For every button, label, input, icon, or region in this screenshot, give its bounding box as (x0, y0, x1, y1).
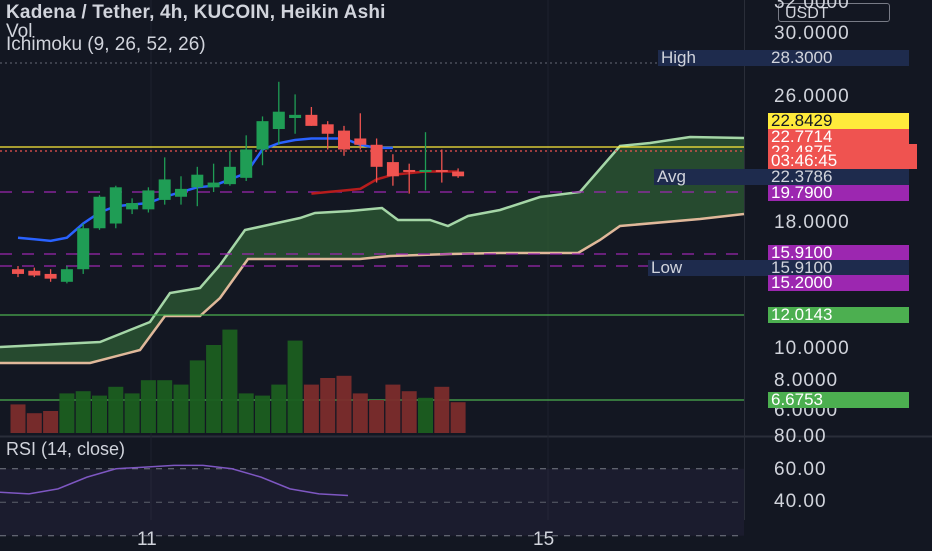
level-tag-12-01: 12.0143 (768, 306, 909, 323)
price-tag-2: 22.7714 (768, 128, 909, 145)
candle-body (126, 203, 139, 210)
volume-bar (255, 395, 270, 433)
volume-bar (157, 380, 173, 433)
volume-bar (124, 393, 140, 433)
time-axis-label: 15 (533, 529, 555, 550)
volume-bar (140, 380, 156, 433)
volume-bar (206, 345, 222, 433)
rsi-axis-label: 40.00 (774, 491, 827, 512)
ichimoku-lines (17, 137, 459, 243)
avg-label-tag: Avg (654, 168, 768, 185)
candle-body (272, 111, 285, 130)
candle-body (419, 169, 432, 172)
candle-body (321, 124, 334, 134)
ichimoku-cloud (0, 135, 745, 365)
countdown-tag: 03:46:45 (768, 152, 917, 169)
volume-bar (189, 360, 205, 433)
candle-body (435, 169, 448, 172)
candle-body (452, 171, 465, 177)
volume-bar (450, 402, 466, 433)
level-tag-15-20: 15.2000 (768, 274, 909, 291)
candle-body (142, 190, 155, 210)
volume-bar (287, 340, 303, 433)
leading-span-b (0, 212, 745, 365)
candle-body (240, 149, 253, 178)
price-tag-1: 22.8429 (768, 112, 909, 129)
price-axis-label: 32.0000 (774, 0, 850, 13)
level-tag-19-79: 19.7900 (768, 184, 909, 201)
candle-body (109, 187, 122, 224)
high-label-tag: High (658, 49, 768, 66)
candle-body (207, 182, 220, 188)
candle-body (175, 188, 187, 197)
volume-bar (320, 378, 336, 433)
volume-bar (59, 393, 75, 433)
volume-bar (271, 384, 287, 433)
candle-body (305, 114, 318, 126)
level-tag-6-67: 6.6753 (768, 391, 909, 408)
candle-body (12, 269, 24, 274)
leading-span-a (0, 135, 745, 349)
chart-title: Kadena / Tether, 4h, KUCOIN, Heikin Ashi (6, 2, 386, 23)
candle-body (223, 166, 236, 185)
candle-body (158, 179, 171, 200)
volume-bar (385, 384, 401, 433)
volume-bar (369, 400, 385, 433)
volume-bar (26, 413, 42, 433)
currency-badge[interactable]: USDT (778, 3, 890, 22)
price-axis-label: 18.0000 (774, 212, 850, 233)
high-value-tag: 28.3000 (768, 49, 909, 66)
volume-bar (434, 386, 450, 433)
candle-body (44, 273, 57, 279)
candlesticks (12, 81, 465, 284)
volume-bar (336, 375, 352, 433)
rsi-legend[interactable]: RSI (14, close) (6, 439, 126, 459)
candle-body (93, 196, 106, 229)
volume-bar (75, 391, 91, 433)
candle-body (191, 174, 204, 188)
rsi-axis-label: 60.00 (774, 459, 827, 480)
avg-value-tag: 22.3786 (768, 168, 909, 185)
time-axis-label: 11 (137, 529, 157, 550)
price-axis-label: 26.0000 (774, 86, 850, 107)
price-axis-label: 30.0000 (774, 23, 850, 44)
volume-bars (10, 329, 466, 433)
volume-bar (418, 397, 433, 433)
candle-body (28, 270, 41, 276)
ichimoku-legend[interactable]: Ichimoku (9, 26, 52, 26) (6, 34, 206, 55)
volume-bar (238, 393, 254, 433)
cloud-fill (0, 137, 744, 363)
candle-body (289, 114, 302, 118)
volume-bar (43, 411, 59, 433)
candle-body (60, 269, 73, 282)
volume-legend[interactable]: Vol (6, 21, 33, 42)
candle-body (256, 121, 269, 150)
level-tag-15-91: 15.9100 (768, 244, 909, 261)
candle-body (338, 130, 350, 150)
volume-bar (108, 386, 124, 433)
price-axis-label: 10.0000 (774, 338, 850, 359)
rsi-pane (0, 464, 744, 537)
candle-body (403, 169, 416, 172)
rsi-axis-label: 80.00 (774, 426, 827, 447)
low-label-tag: Low (648, 259, 768, 276)
base-line (311, 170, 459, 195)
candle-body (370, 144, 383, 167)
volume-bar (173, 384, 189, 433)
volume-bar (352, 393, 368, 433)
candle-body (77, 228, 90, 270)
volume-bar (303, 384, 319, 433)
volume-bar (10, 404, 26, 433)
candle-body (386, 162, 399, 177)
low-value-tag: 15.9100 (768, 259, 909, 276)
volume-bar (92, 395, 107, 433)
volume-bar (222, 329, 238, 433)
price-axis-label: 8.0000 (774, 370, 839, 391)
candle-body (354, 138, 367, 145)
volume-bar (401, 391, 417, 433)
rsi-line (0, 464, 349, 497)
conversion-line (17, 137, 393, 243)
